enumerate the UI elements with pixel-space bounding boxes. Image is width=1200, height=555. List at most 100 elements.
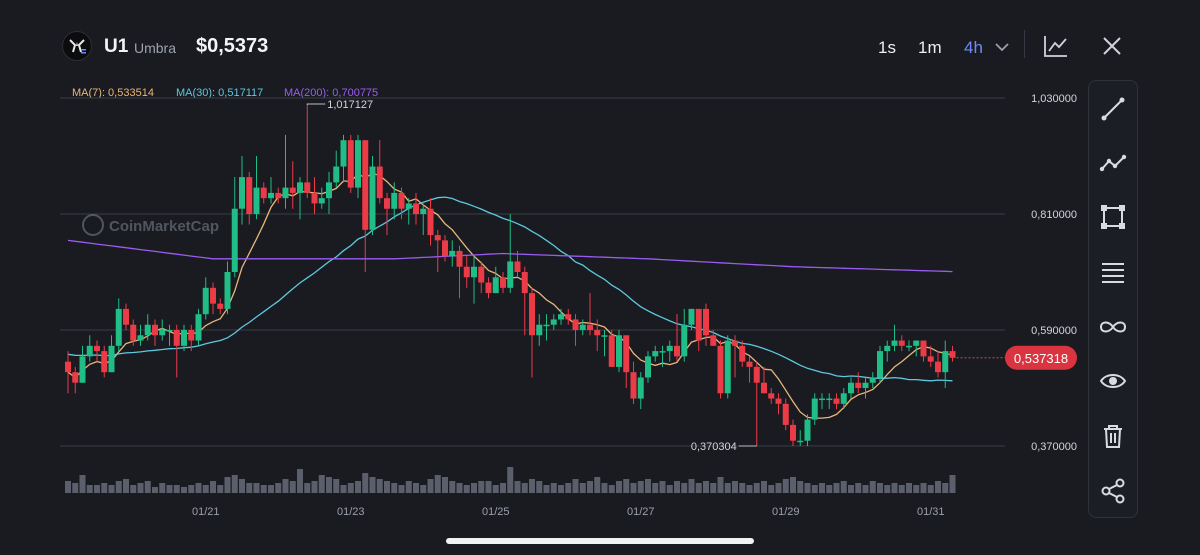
candle-body xyxy=(927,356,934,362)
candle-body xyxy=(681,324,688,357)
volume-bar xyxy=(485,481,492,493)
close-icon[interactable] xyxy=(1101,35,1123,57)
line-tool-icon[interactable] xyxy=(1089,89,1137,129)
current-price-label: 0,537318 xyxy=(1014,351,1068,366)
home-indicator[interactable] xyxy=(446,538,754,544)
volume-bar xyxy=(543,485,550,493)
volume-bar xyxy=(471,483,477,493)
candle-body xyxy=(688,308,695,325)
volume-bar xyxy=(159,483,166,493)
candle-body xyxy=(543,324,550,327)
high-label: 1,017127 xyxy=(327,99,373,111)
candle-body xyxy=(311,192,318,204)
volume-bar xyxy=(949,475,956,493)
volume-bar xyxy=(623,479,630,493)
candle-body xyxy=(268,192,274,199)
candle-body xyxy=(652,351,659,357)
candle-body xyxy=(790,424,796,441)
candle-body xyxy=(173,330,180,346)
candle-body xyxy=(920,340,927,357)
volume-bar xyxy=(826,485,833,493)
volume-bar xyxy=(601,483,608,493)
candle-body xyxy=(456,250,463,267)
volume-bar xyxy=(492,485,499,493)
candle-body xyxy=(623,335,630,373)
volume-bar xyxy=(326,477,332,493)
y-tick-label: 1,030000 xyxy=(1031,93,1077,105)
candle-body xyxy=(115,308,122,346)
y-axis-ticks: 1,030000 0,810000 0,590000 0,370000 xyxy=(1031,93,1077,453)
candle-body xyxy=(877,351,883,378)
candle-body xyxy=(637,377,644,399)
timeframe-1m[interactable]: 1m xyxy=(918,38,942,57)
candle-body xyxy=(768,393,775,399)
volume-bar xyxy=(877,483,883,493)
candle-body xyxy=(492,277,499,294)
candle-body xyxy=(500,277,506,288)
chart-style-icon[interactable] xyxy=(1043,34,1069,58)
volume-bar xyxy=(101,483,108,493)
candle-body xyxy=(144,324,151,336)
volume-bar xyxy=(775,483,782,493)
candle-body xyxy=(848,382,854,394)
candle-body xyxy=(137,335,144,341)
volume-bar xyxy=(659,481,666,493)
volume-bar xyxy=(862,485,869,493)
volume-bar xyxy=(246,483,253,493)
path-tool-icon[interactable] xyxy=(1089,143,1137,183)
volume-bar xyxy=(848,485,854,493)
share-icon[interactable] xyxy=(1089,471,1137,511)
ma7-label: MA(7): 0,533514 xyxy=(72,87,154,99)
candle-body xyxy=(521,272,528,294)
candle-body xyxy=(413,203,419,214)
candle-body xyxy=(275,192,282,199)
volume-bar xyxy=(79,475,86,493)
rectangle-tool-icon[interactable] xyxy=(1089,197,1137,237)
candle-body xyxy=(86,345,93,357)
volume-bar xyxy=(884,485,891,493)
candle-body xyxy=(775,398,782,404)
x-tick-label: 01/21 xyxy=(192,506,220,518)
infinity-icon[interactable] xyxy=(1089,307,1137,347)
candle-body xyxy=(420,208,427,214)
volume-bar xyxy=(565,483,572,493)
candle-body xyxy=(753,366,760,383)
timeframe-4h[interactable]: 4h xyxy=(964,38,983,57)
candle-body xyxy=(811,398,818,420)
candle-body xyxy=(376,166,383,199)
volume-bar xyxy=(398,485,405,493)
trash-icon[interactable] xyxy=(1089,416,1137,456)
candle-body xyxy=(840,393,847,404)
volume-bar xyxy=(210,481,216,493)
volume-bar xyxy=(811,485,818,493)
volume-bar xyxy=(804,483,811,493)
volume-bar xyxy=(181,487,187,493)
candle-body xyxy=(608,335,615,367)
volume-bar xyxy=(94,485,100,493)
horizontal-lines-icon[interactable] xyxy=(1089,252,1137,292)
candle-body xyxy=(195,314,202,341)
timeframe-1s[interactable]: 1s xyxy=(878,38,896,57)
y-tick-label: 0,810000 xyxy=(1031,209,1077,221)
candle-body xyxy=(297,182,303,193)
price-chart[interactable]: CoinMarketCap 1,030000 0,810000 0,590000 0,… xyxy=(0,0,1085,530)
candle-body xyxy=(289,187,296,193)
volume-bar xyxy=(717,477,724,493)
volume-bar xyxy=(202,485,209,493)
volume-bar xyxy=(688,479,695,493)
volume-bar xyxy=(942,483,949,493)
volume-bar xyxy=(369,477,376,493)
candle-body xyxy=(529,293,535,336)
token-price: $0,5373 xyxy=(196,35,269,57)
eye-icon[interactable] xyxy=(1089,361,1137,401)
volume-bar xyxy=(427,479,434,493)
chevron-down-icon[interactable] xyxy=(994,41,1010,53)
candle-body xyxy=(942,351,949,373)
candle-body xyxy=(355,140,361,188)
candle-body xyxy=(442,240,448,257)
volume-bar xyxy=(710,483,717,493)
token-symbol: U1 xyxy=(104,36,129,57)
candle-body xyxy=(601,335,608,337)
ma30-label: MA(30): 0,517117 xyxy=(176,87,264,99)
volume-bar xyxy=(340,485,347,493)
